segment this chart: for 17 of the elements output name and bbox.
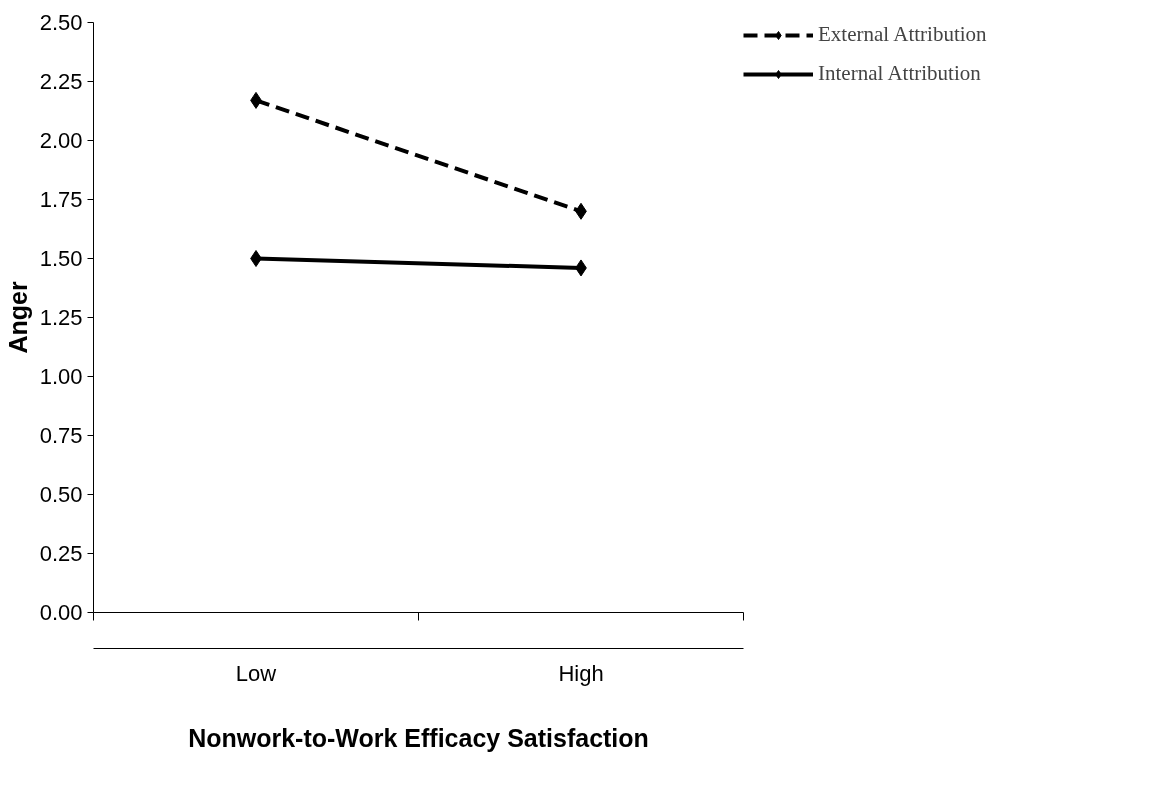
y-tick-label: 0.50: [39, 482, 83, 507]
x-axis-title: Nonwork-to-Work Efficacy Satisfaction: [188, 723, 649, 752]
y-axis-title: Anger: [3, 281, 32, 354]
y-tick-label: 1.00: [39, 364, 83, 389]
x-tick-label: Low: [235, 660, 277, 686]
legend-label: Internal Attribution: [818, 61, 981, 86]
y-tick-label: 1.25: [39, 305, 83, 330]
y-tick-label: 0.00: [39, 600, 83, 625]
y-tick-label: 0.25: [39, 541, 83, 566]
x-tick-label: High: [558, 660, 604, 686]
y-tick-label: 0.75: [39, 423, 83, 448]
y-tick-label: 2.50: [39, 10, 83, 35]
legend-label: External Attribution: [818, 22, 987, 47]
y-tick-label: 1.50: [39, 246, 83, 271]
y-tick-label: 1.75: [39, 187, 83, 212]
y-tick-label: 2.00: [39, 128, 83, 153]
y-tick-label: 2.25: [39, 69, 83, 94]
